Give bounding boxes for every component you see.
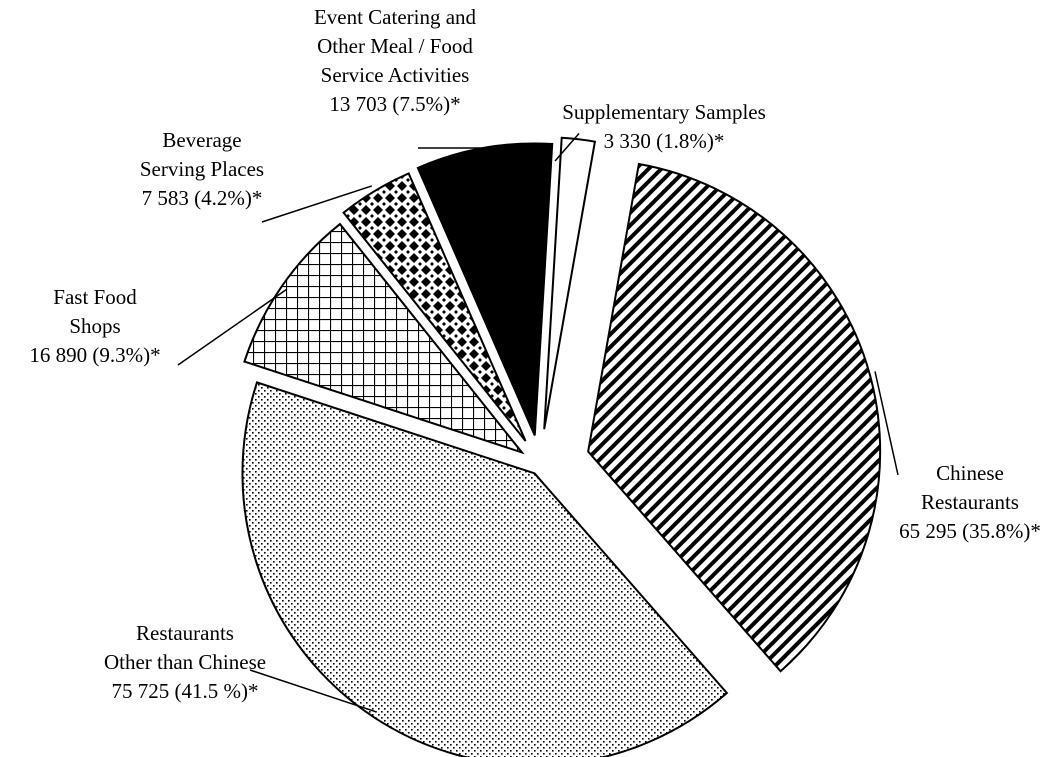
pie-slice — [342, 172, 527, 442]
slice-label-line: Fast Food — [53, 285, 137, 309]
pie-slice — [587, 162, 882, 673]
slice-label-line: Event Catering and — [314, 5, 477, 29]
leader-line — [554, 132, 580, 162]
slice-label-line: Other Meal / Food — [317, 34, 473, 58]
leader-line — [261, 185, 373, 223]
slice-label-line: Supplementary Samples — [562, 100, 766, 124]
leader-line — [177, 288, 288, 366]
slice-label-line: 7 583 (4.2%)* — [142, 186, 263, 210]
slice-label-line: 3 330 (1.8%)* — [604, 129, 725, 153]
pie-slice — [243, 222, 525, 455]
slice-label: Event Catering and Other Meal / Food Servi… — [314, 5, 477, 116]
leader-line — [249, 669, 377, 713]
slice-label-line: 75 725 (41.5 %)* — [112, 679, 259, 703]
slice-label-line: Restaurants — [921, 490, 1019, 514]
slice-label-line: Restaurants — [136, 621, 234, 645]
slice-label-line: Chinese — [936, 461, 1004, 485]
slice-label: Supplementary Samples 3 330 (1.8%)* — [562, 100, 766, 153]
slice-label: Restaurants Other than Chinese 75 725 (41.… — [104, 621, 266, 703]
slice-label: Beverage Serving Places 7 583 (4.2%)* — [140, 128, 264, 210]
slice-label-line: Serving Places — [140, 157, 264, 181]
slice-label-line: 16 890 (9.3%)* — [29, 343, 160, 367]
slice-label-line: 65 295 (35.8%)* — [899, 519, 1041, 543]
slice-label-line: Service Activities — [321, 63, 470, 87]
slice-label-line: Other than Chinese — [104, 650, 266, 674]
slice-label-line: 13 703 (7.5%)* — [329, 92, 460, 116]
slice-label: Fast Food Shops 16 890 (9.3%)* — [29, 285, 160, 367]
slice-label-line: Shops — [69, 314, 120, 338]
pie-slice — [241, 381, 729, 757]
leader-line — [874, 371, 899, 476]
pie-slice — [416, 142, 554, 436]
pie-slice — [543, 136, 597, 430]
slice-label: Chinese Restaurants 65 295 (35.8%)* — [899, 461, 1041, 543]
slice-label-line: Beverage — [162, 128, 241, 152]
